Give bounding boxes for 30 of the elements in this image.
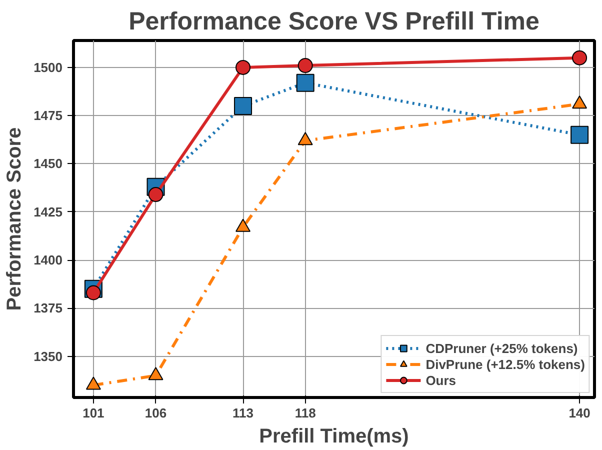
point bbox=[148, 366, 164, 380]
chart-title: Performance Score VS Prefill Time bbox=[128, 8, 540, 36]
point bbox=[572, 50, 588, 66]
point bbox=[570, 126, 589, 144]
x-tick-label: 106 bbox=[144, 406, 167, 420]
x-tick-label: 118 bbox=[294, 406, 316, 420]
y-tick-label: 1500 bbox=[34, 60, 62, 75]
point bbox=[86, 376, 101, 390]
x-tick-label: 101 bbox=[82, 406, 104, 420]
y-tick-label: 1400 bbox=[34, 252, 62, 268]
x-tick-label: 140 bbox=[568, 406, 590, 420]
point bbox=[236, 60, 251, 75]
y-axis-title: Performance Score bbox=[4, 127, 26, 311]
point bbox=[86, 285, 101, 300]
point bbox=[234, 96, 252, 115]
y-tick-label: 1450 bbox=[34, 156, 62, 172]
legend-label: CDPruner (+25% tokens) bbox=[426, 340, 578, 356]
y-tick-label: 1425 bbox=[34, 204, 62, 220]
point bbox=[298, 58, 313, 74]
point bbox=[296, 74, 314, 92]
point bbox=[236, 218, 251, 232]
y-tick-label: 1350 bbox=[34, 348, 62, 364]
x-tick-label: 113 bbox=[232, 406, 254, 420]
legend-label: Ours bbox=[426, 372, 456, 388]
y-tick-label: 1475 bbox=[34, 108, 62, 124]
y-tick-label: 1375 bbox=[34, 300, 62, 316]
point bbox=[298, 132, 313, 146]
point bbox=[148, 187, 164, 202]
x-axis-title: Prefill Time(ms) bbox=[259, 426, 409, 448]
legend-label: DivPrune (+12.5% tokens) bbox=[426, 356, 585, 372]
